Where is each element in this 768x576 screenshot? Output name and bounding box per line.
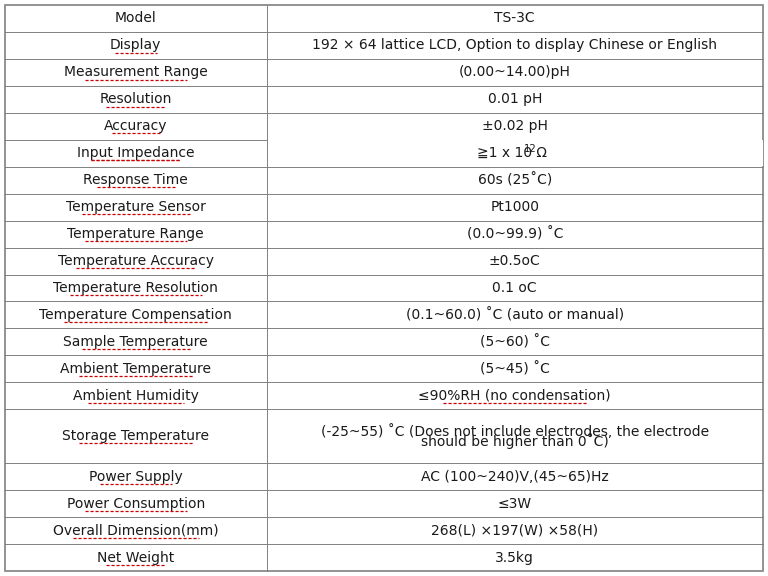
Text: Measurement Range: Measurement Range xyxy=(64,66,207,79)
Text: Temperature Compensation: Temperature Compensation xyxy=(39,308,232,322)
Text: (0.0~99.9) ˚C: (0.0~99.9) ˚C xyxy=(466,227,563,241)
Text: Net Weight: Net Weight xyxy=(97,551,174,564)
Text: Input Impedance: Input Impedance xyxy=(77,146,194,160)
Text: (5~60) ˚C: (5~60) ˚C xyxy=(480,335,550,349)
Text: 0.01 pH: 0.01 pH xyxy=(488,92,542,107)
Text: Temperature Range: Temperature Range xyxy=(68,227,204,241)
Text: (0.1~60.0) ˚C (auto or manual): (0.1~60.0) ˚C (auto or manual) xyxy=(406,308,624,322)
Text: 60s (25˚C): 60s (25˚C) xyxy=(478,173,552,187)
Text: Sample Temperature: Sample Temperature xyxy=(64,335,208,349)
Text: Power Supply: Power Supply xyxy=(89,469,183,484)
Text: Resolution: Resolution xyxy=(100,92,172,107)
Text: Temperature Resolution: Temperature Resolution xyxy=(53,281,218,295)
Text: Pt1000: Pt1000 xyxy=(490,200,539,214)
Text: Accuracy: Accuracy xyxy=(104,119,167,133)
Text: Power Consumption: Power Consumption xyxy=(67,497,205,510)
Text: 192 × 64 lattice LCD, Option to display Chinese or English: 192 × 64 lattice LCD, Option to display … xyxy=(313,39,717,52)
Text: ≧1 x 10: ≧1 x 10 xyxy=(477,146,532,160)
Text: (0.00~14.00)pH: (0.00~14.00)pH xyxy=(458,66,571,79)
Text: 3.5kg: 3.5kg xyxy=(495,551,535,564)
Text: Temperature Accuracy: Temperature Accuracy xyxy=(58,254,214,268)
Text: 12: 12 xyxy=(523,145,536,154)
Text: Model: Model xyxy=(115,12,157,25)
Bar xyxy=(267,141,763,166)
Text: Display: Display xyxy=(110,39,161,52)
Text: Ambient Temperature: Ambient Temperature xyxy=(60,362,211,376)
Text: TS-3C: TS-3C xyxy=(495,12,535,25)
Text: Storage Temperature: Storage Temperature xyxy=(62,429,209,444)
Text: ±0.02 pH: ±0.02 pH xyxy=(482,119,548,133)
Text: ≤90%RH (no condensation): ≤90%RH (no condensation) xyxy=(419,389,611,403)
Text: ≤3W: ≤3W xyxy=(498,497,531,510)
Text: Overall Dimension(mm): Overall Dimension(mm) xyxy=(53,524,219,537)
Text: Response Time: Response Time xyxy=(84,173,188,187)
Text: AC (100~240)V,(45~65)Hz: AC (100~240)V,(45~65)Hz xyxy=(421,469,608,484)
Text: $\geqslant$1 x 10$^{12}$ $\Omega$: $\geqslant$1 x 10$^{12}$ $\Omega$ xyxy=(470,143,560,163)
Text: should be higher than 0˚C): should be higher than 0˚C) xyxy=(421,433,608,449)
Text: ±0.5oC: ±0.5oC xyxy=(489,254,541,268)
Text: (5~45) ˚C: (5~45) ˚C xyxy=(480,362,550,376)
Text: Ambient Humidity: Ambient Humidity xyxy=(73,389,199,403)
Text: Ω: Ω xyxy=(532,146,548,160)
Text: (-25~55) ˚C (Does not include electrodes, the electrode: (-25~55) ˚C (Does not include electrodes… xyxy=(321,423,709,438)
Text: Temperature Sensor: Temperature Sensor xyxy=(66,200,206,214)
Text: 0.1 oC: 0.1 oC xyxy=(492,281,537,295)
Text: 268(L) ×197(W) ×58(H): 268(L) ×197(W) ×58(H) xyxy=(431,524,598,537)
